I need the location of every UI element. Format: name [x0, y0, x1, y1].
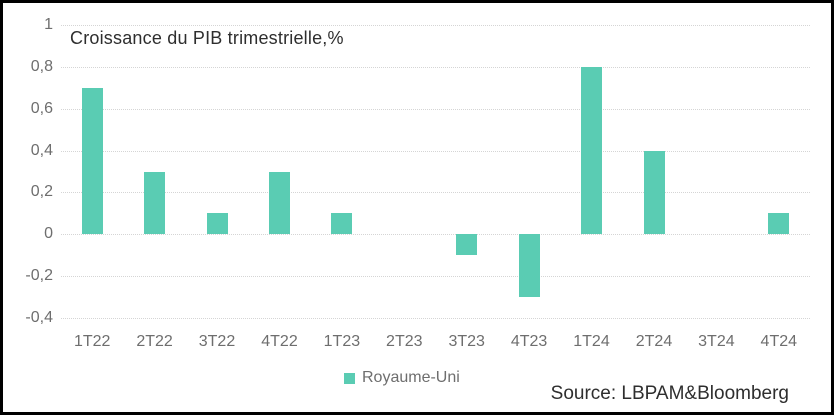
bar-4T22: [269, 171, 290, 235]
bar-3T23: [456, 234, 478, 256]
bar-4T23: [518, 234, 540, 298]
bar-1T22: [81, 87, 103, 235]
bar-1T23: [331, 213, 353, 235]
gridline: [61, 150, 810, 152]
x-axis-label: 4T23: [510, 333, 548, 350]
plot-area: [61, 25, 810, 319]
bar-2T22: [144, 171, 166, 235]
y-axis-tick-label: -0,4: [25, 309, 53, 326]
x-axis-label: 2T22: [136, 333, 173, 350]
x-axis-label: 4T22: [261, 333, 298, 350]
gridline: [61, 192, 810, 194]
chart-title: Croissance du PIB trimestrielle,%: [70, 28, 344, 48]
x-axis-label: 1T24: [573, 333, 610, 350]
x-axis-label: 2T23: [386, 333, 423, 350]
x-axis-label: 3T22: [198, 333, 236, 350]
y-axis-tick-label: 0,8: [30, 57, 53, 75]
y-axis-tick-label: 0,4: [30, 141, 53, 159]
y-axis-tick-label: 1: [44, 16, 53, 33]
x-axis-label: 2T24: [635, 333, 673, 350]
bar-3T22: [206, 213, 228, 235]
gridline: [61, 66, 810, 68]
x-axis-label: 1T22: [73, 333, 111, 350]
x-axis-label: 3T23: [448, 333, 485, 350]
bar-2T24: [643, 150, 665, 235]
gridline: [61, 318, 810, 319]
gridline: [61, 276, 810, 278]
legend: Royaume-Uni: [344, 369, 460, 387]
legend-swatch-icon: [344, 372, 355, 384]
x-axis-label: 1T23: [323, 333, 361, 350]
y-axis-tick-label: 0,6: [30, 99, 53, 117]
gridline: [61, 108, 810, 110]
bar-4T24: [768, 213, 790, 235]
y-axis-tick-label: -0,2: [25, 267, 53, 285]
y-axis-tick-label: 0,2: [30, 183, 53, 201]
x-axis-label: 4T24: [760, 333, 798, 350]
bar-1T24: [581, 66, 602, 235]
gridline: [61, 234, 810, 236]
x-axis-label: 3T24: [698, 333, 735, 350]
gridline: [61, 25, 810, 26]
source-credit: Source: LBPAM&Bloomberg: [550, 383, 789, 404]
legend-label: Royaume-Uni: [362, 369, 460, 386]
y-axis-tick-label: 0: [44, 225, 53, 243]
